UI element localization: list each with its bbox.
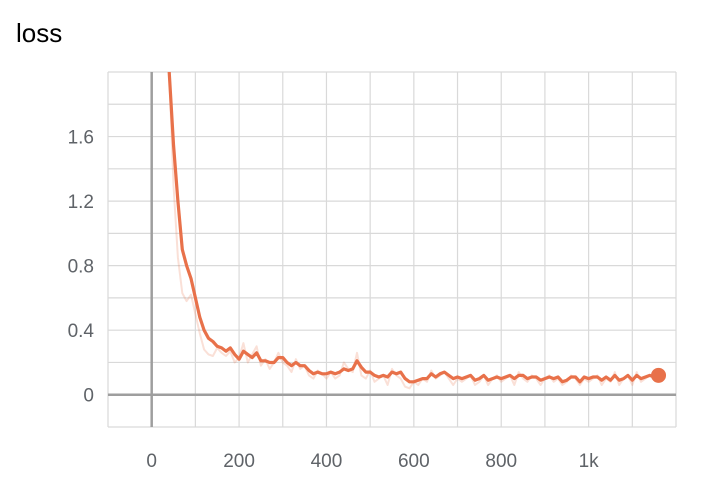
smoothed-loss-line: [167, 72, 661, 384]
tick-labels: 0 200 400 600 800 1k 0 0.4 0.8 1.2 1.6: [68, 128, 600, 472]
zero-axes: [108, 72, 676, 427]
y-tick-label: 1.2: [68, 192, 94, 213]
grid-lines: [107, 71, 677, 428]
x-tick-label: 400: [311, 451, 343, 472]
y-tick-label: 0.8: [68, 257, 94, 278]
last-point-marker-group: [651, 367, 667, 383]
series-lines: [167, 72, 661, 390]
x-tick-label: 0: [146, 451, 157, 472]
x-tick-label: 600: [398, 451, 430, 472]
chart-title: loss: [16, 18, 63, 48]
x-tick-label: 1k: [579, 451, 600, 472]
last-point-marker: [651, 367, 667, 383]
x-tick-label: 200: [223, 451, 255, 472]
y-tick-label: 1.6: [68, 128, 94, 149]
y-tick-label: 0: [83, 386, 94, 407]
y-tick-label: 0.4: [68, 321, 95, 342]
x-tick-label: 800: [485, 451, 517, 472]
